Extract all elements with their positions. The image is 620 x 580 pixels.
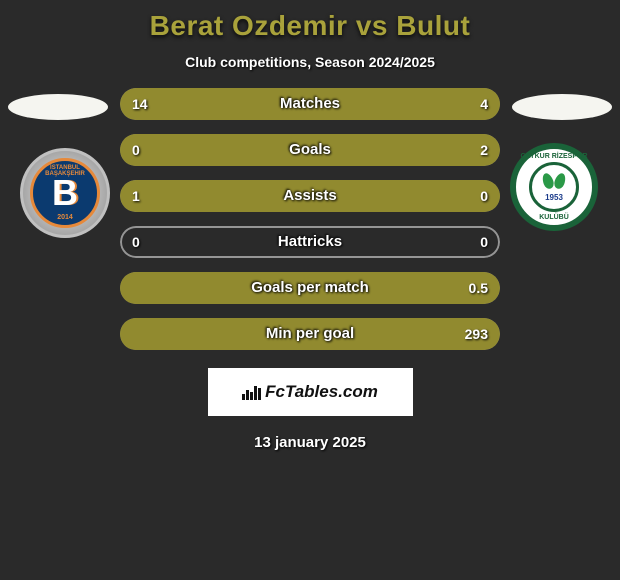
stat-label: Goals — [120, 134, 500, 166]
tea-leaves-icon — [543, 173, 565, 191]
stat-row: 293Min per goal — [120, 318, 500, 350]
stat-row: 10Assists — [120, 180, 500, 212]
watermark-text: FcTables.com — [265, 382, 378, 402]
stat-row: 00Hattricks — [120, 226, 500, 258]
crest-right-top-text: ÇAYKUR RİZESPOR — [520, 153, 587, 160]
stat-label: Goals per match — [120, 272, 500, 304]
player-left-shadow — [8, 94, 108, 120]
crest-left-year: 2014 — [57, 214, 73, 221]
stat-row: 02Goals — [120, 134, 500, 166]
crest-left-club-text: ISTANBUL BAŞAKŞEHIR — [33, 165, 97, 177]
basaksehir-crest: ISTANBUL BAŞAKŞEHIR B 2014 — [20, 148, 110, 238]
stat-label: Matches — [120, 88, 500, 120]
club-badge-left: ISTANBUL BAŞAKŞEHIR B 2014 — [20, 148, 120, 248]
chart-icon — [242, 384, 261, 400]
comparison-area: ISTANBUL BAŞAKŞEHIR B 2014 ÇAYKUR RİZESP… — [0, 88, 620, 350]
club-badge-right: ÇAYKUR RİZESPOR KULÜBÜ 1953 — [510, 143, 600, 233]
watermark: FcTables.com — [208, 368, 413, 416]
crest-right-year: 1953 — [545, 193, 563, 202]
page-title: Berat Ozdemir vs Bulut — [0, 0, 620, 42]
subtitle: Club competitions, Season 2024/2025 — [0, 54, 620, 70]
rizespor-crest: ÇAYKUR RİZESPOR KULÜBÜ 1953 — [510, 143, 598, 231]
crest-left-letter: B — [52, 172, 78, 214]
stat-label: Hattricks — [120, 226, 500, 258]
date-label: 13 january 2025 — [0, 434, 620, 451]
crest-right-bottom-text: KULÜBÜ — [539, 214, 569, 221]
player-right-shadow — [512, 94, 612, 120]
stats-container: 144Matches 02Goals 10Assists 00Hattricks 0.5… — [120, 88, 500, 350]
stat-row: 144Matches — [120, 88, 500, 120]
stat-label: Assists — [120, 180, 500, 212]
stat-row: 0.5Goals per match — [120, 272, 500, 304]
stat-label: Min per goal — [120, 318, 500, 350]
